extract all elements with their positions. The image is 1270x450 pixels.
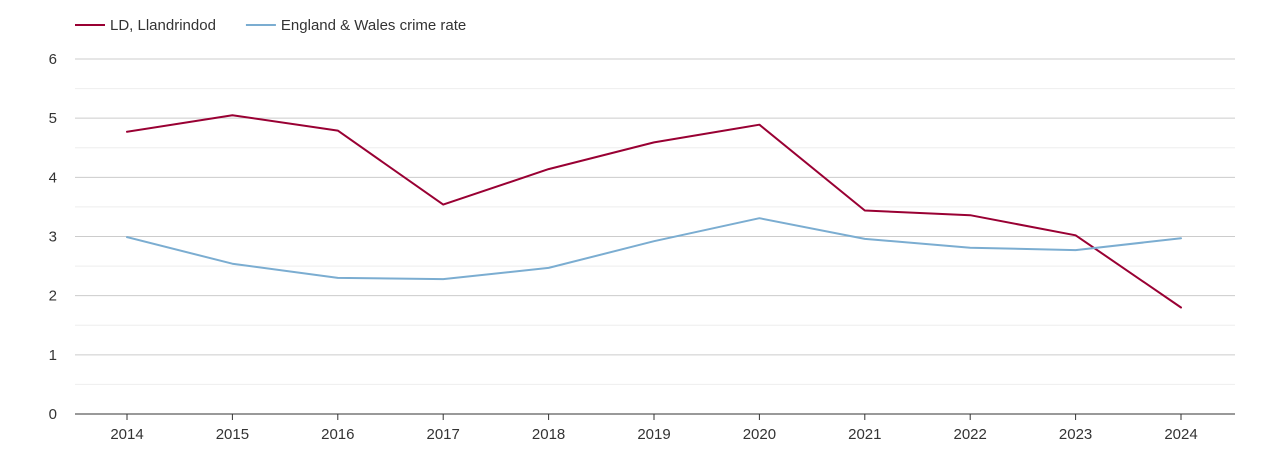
x-tick-label: 2018 bbox=[532, 426, 565, 443]
x-tick-label: 2019 bbox=[637, 426, 670, 443]
x-tick-label: 2014 bbox=[110, 426, 143, 443]
y-tick-label: 0 bbox=[49, 406, 57, 423]
legend-label-1: LD, Llandrindod bbox=[110, 17, 216, 34]
series-lines bbox=[126, 114, 1182, 309]
series-line-2 bbox=[126, 217, 1182, 281]
x-tick-label: 2022 bbox=[954, 426, 987, 443]
series-line-1 bbox=[126, 114, 1182, 309]
y-tick-label: 1 bbox=[49, 347, 57, 364]
y-tick-label: 6 bbox=[49, 51, 57, 68]
axes: 0 1 2 3 4 5 6 2014 2015 2016 2017 2018 2019 2020 2021 2… bbox=[49, 51, 1235, 443]
legend: LD, Llandrindod England & Wales crime rat… bbox=[75, 17, 466, 34]
x-tick-label: 2023 bbox=[1059, 426, 1092, 443]
x-tick-label: 2016 bbox=[321, 426, 354, 443]
y-tick-label: 2 bbox=[49, 288, 57, 305]
grid bbox=[75, 58, 1235, 385]
y-tick-label: 5 bbox=[49, 110, 57, 127]
x-tick-label: 2020 bbox=[743, 426, 776, 443]
x-tick-label: 2017 bbox=[427, 426, 460, 443]
legend-label-2: England & Wales crime rate bbox=[281, 17, 466, 34]
x-tick-label: 2024 bbox=[1164, 426, 1197, 443]
y-tick-label: 4 bbox=[49, 169, 57, 186]
x-tick-label: 2015 bbox=[216, 426, 249, 443]
x-tick-label: 2021 bbox=[848, 426, 881, 443]
y-tick-label: 3 bbox=[49, 229, 57, 246]
